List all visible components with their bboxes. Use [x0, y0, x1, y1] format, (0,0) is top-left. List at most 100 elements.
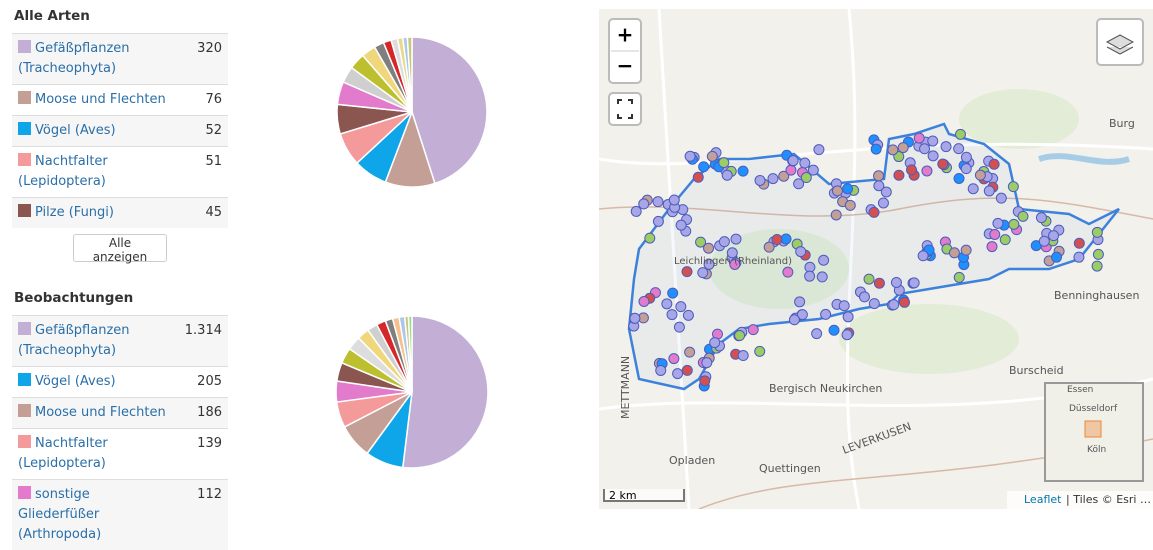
- observation-dot: [1092, 248, 1104, 260]
- section-title: Beobachtungen: [14, 290, 134, 306]
- row-label-cell: Moose und Flechten: [18, 90, 168, 110]
- observation-dot: [873, 170, 885, 182]
- fullscreen-button[interactable]: [608, 92, 642, 126]
- color-swatch: [18, 373, 31, 386]
- observation-dot: [682, 309, 694, 321]
- observations-panel: Beobachtungen Gefäßpflanzen (Tracheophyt…: [12, 290, 228, 550]
- pie-slice: [336, 81, 413, 113]
- pie-slice: [375, 319, 413, 393]
- table-row: Vögel (Aves) 205: [12, 366, 228, 397]
- show-all-button[interactable]: Alle anzeigen: [73, 234, 167, 264]
- observation-dot: [795, 246, 807, 258]
- pie-slice: [382, 39, 413, 113]
- observation-dot: [1051, 251, 1063, 263]
- observation-dot: [844, 199, 856, 211]
- pie-slice: [406, 36, 413, 113]
- pie-slice: [340, 347, 413, 393]
- observation-dot: [703, 258, 715, 270]
- zoom-in[interactable]: +: [617, 23, 634, 47]
- observation-dot: [888, 299, 900, 311]
- pie-slice: [411, 36, 488, 185]
- observation-dot: [799, 157, 811, 169]
- observation-dot: [880, 186, 892, 198]
- row-label-cell: Gefäßpflanzen (Tracheophyta): [18, 39, 168, 79]
- observation-dot: [668, 353, 680, 365]
- place-label: Benninghausen: [1054, 289, 1139, 302]
- layers-button[interactable]: [1096, 18, 1144, 66]
- observation-dot: [804, 270, 816, 282]
- observation-dot: [673, 321, 685, 333]
- observation-dot: [730, 233, 742, 245]
- attribution-link[interactable]: Leaflet: [1024, 493, 1062, 506]
- row-count: 205: [197, 374, 222, 389]
- zoom-out[interactable]: −: [617, 54, 634, 78]
- pie-slice: [339, 111, 413, 165]
- pie-slice: [384, 109, 436, 188]
- pie-slice: [398, 315, 413, 393]
- observation-dot: [1073, 237, 1085, 249]
- observation-dot: [838, 300, 850, 312]
- observation-dot: [692, 171, 704, 183]
- row-count: 1.314: [184, 323, 222, 338]
- observation-dot: [701, 357, 713, 369]
- observation-dot: [992, 217, 1004, 229]
- observation-dot: [726, 247, 738, 259]
- observation-dot: [983, 185, 995, 197]
- observation-dot: [661, 298, 673, 310]
- observation-dot: [1007, 181, 1019, 193]
- observation-dot: [787, 155, 799, 167]
- place-label: Burscheid: [1009, 364, 1064, 377]
- pie-slice: [348, 336, 413, 393]
- observation-dot: [816, 271, 828, 283]
- place-label: Quettingen: [759, 462, 821, 475]
- table: Gefäßpflanzen (Tracheophyta) 320 Moose und…: [12, 33, 228, 228]
- table-row: Vögel (Aves) 52: [12, 115, 228, 146]
- observation-dot: [906, 164, 918, 176]
- observation-dot: [729, 258, 741, 270]
- observation-dot: [820, 308, 832, 320]
- observation-dot: [684, 346, 696, 358]
- row-label: Gefäßpflanzen (Tracheophyta): [18, 41, 130, 76]
- observation-dot: [1035, 212, 1047, 224]
- pie-slice: [335, 391, 413, 428]
- observation-dot: [1017, 210, 1029, 222]
- observation-dot: [954, 128, 966, 140]
- observation-dot: [960, 244, 972, 256]
- observation-dot: [917, 250, 929, 262]
- observation-dot: [897, 142, 909, 154]
- pie-slice: [396, 36, 413, 113]
- observation-dot: [953, 172, 965, 184]
- row-label: Pilze (Fungi): [35, 205, 114, 220]
- pie-slice: [407, 315, 413, 393]
- observation-dot: [681, 266, 693, 278]
- row-count: 139: [197, 436, 222, 451]
- observation-dot: [877, 197, 889, 209]
- observation-dot: [986, 241, 998, 253]
- color-swatch: [18, 486, 31, 499]
- observation-dot: [999, 234, 1011, 246]
- row-label: Gefäßpflanzen (Tracheophyta): [18, 323, 130, 358]
- page: Alle Arten Gefäßpflanzen (Tracheophyta) 3…: [12, 8, 1153, 542]
- observation-dot: [940, 141, 952, 153]
- observation-dot: [675, 219, 687, 231]
- observation-dot: [870, 143, 882, 155]
- observation-dot: [644, 232, 656, 244]
- row-count: 112: [197, 487, 222, 502]
- pie-slice: [342, 66, 413, 113]
- observation-dot: [747, 324, 759, 336]
- observation-dot: [737, 350, 749, 362]
- observation-dot: [818, 254, 830, 266]
- observation-dot: [652, 215, 664, 227]
- row-label-cell: sonstige Gliederfüßer (Arthropoda): [18, 485, 168, 545]
- pie-slice: [403, 315, 413, 393]
- observation-dot: [666, 309, 678, 321]
- table-row: Moose und Flechten 76: [12, 84, 228, 115]
- observation-dot: [811, 328, 823, 340]
- observation-dot: [788, 314, 800, 326]
- row-count: 52: [205, 123, 222, 138]
- observation-dot: [778, 170, 790, 182]
- observation-dot: [919, 143, 931, 155]
- row-label-cell: Nachtfalter (Lepidoptera): [18, 152, 168, 192]
- observation-dot: [967, 183, 979, 195]
- observation-dot: [721, 169, 733, 181]
